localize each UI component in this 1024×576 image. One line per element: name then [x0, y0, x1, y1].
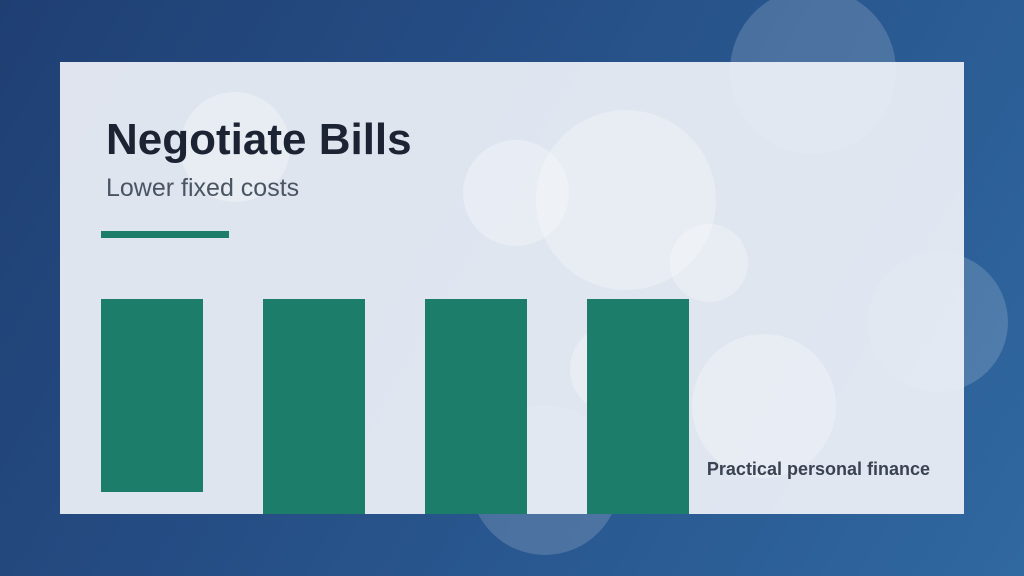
bokeh-circle [463, 140, 569, 246]
bokeh-circle [692, 334, 836, 478]
slide-title: Negotiate Bills [106, 115, 412, 164]
accent-underline [101, 231, 229, 238]
block-1 [101, 299, 203, 492]
bokeh-circle [670, 224, 748, 302]
bokeh-circle [536, 110, 716, 290]
block-4 [587, 299, 689, 514]
block-2 [263, 299, 365, 514]
block-3 [425, 299, 527, 514]
footer-tagline: Practical personal finance [706, 459, 930, 479]
bokeh-circle [180, 92, 290, 202]
slide-subtitle: Lower fixed costs [106, 174, 300, 202]
slide-card: Negotiate Bills Lower fixed costs UB Pra… [60, 62, 964, 514]
